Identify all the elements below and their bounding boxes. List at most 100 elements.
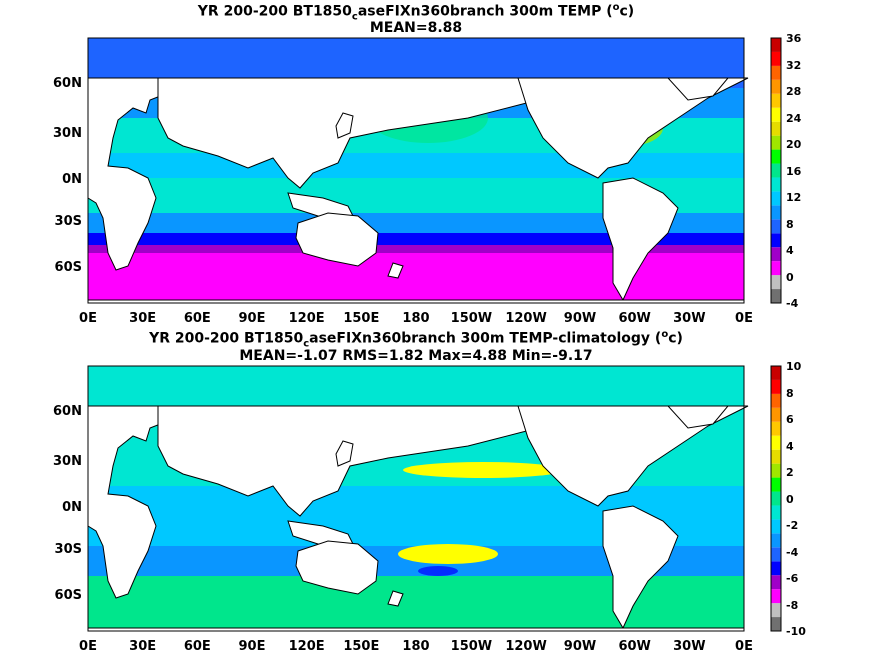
lon-label: 0E <box>735 639 753 654</box>
colorbar-swatch <box>771 366 781 380</box>
colorbar-swatch <box>771 107 781 122</box>
colorbar-swatch <box>771 135 781 150</box>
lon-label: 90W <box>563 311 597 326</box>
colorbar-swatch <box>771 589 781 604</box>
colorbar-swatch <box>771 65 781 80</box>
colorbar-swatch <box>771 379 781 394</box>
lon-label: 30E <box>129 311 157 326</box>
colorbar-label: -4 <box>786 297 799 310</box>
colorbar-swatch <box>771 561 781 576</box>
lon-label: 60W <box>618 311 651 326</box>
lat-label: 60N <box>53 404 82 419</box>
colorbar-swatch <box>771 547 781 562</box>
colorbar-swatch <box>771 289 781 303</box>
colorbar-swatch <box>771 205 781 220</box>
lon-label: 60E <box>183 311 211 326</box>
panel1-map <box>87 37 749 304</box>
lon-label: 30W <box>673 311 706 326</box>
lat-label: 60S <box>54 588 82 603</box>
colorbar-label: 20 <box>786 138 802 151</box>
lon-label: 120E <box>288 639 325 654</box>
lon-label: 120W <box>505 639 547 654</box>
colorbar-label: -8 <box>786 598 799 612</box>
colorbar-swatch <box>771 121 781 136</box>
lon-label: 0E <box>79 639 97 654</box>
colorbar-label: 36 <box>786 32 802 45</box>
colorbar-swatch <box>771 93 781 108</box>
colorbar-swatch <box>771 149 781 164</box>
colorbar-swatch <box>771 491 781 506</box>
colorbar-swatch <box>771 407 781 422</box>
colorbar-label: 28 <box>786 85 802 98</box>
colorbar-label: 8 <box>786 386 794 400</box>
lat-label: 30N <box>53 126 82 141</box>
colorbar-swatch <box>771 533 781 548</box>
colorbar-swatch <box>771 435 781 450</box>
lon-label: 60E <box>183 639 211 654</box>
lon-label: 150E <box>343 311 380 326</box>
colorbar-label: -6 <box>786 572 799 585</box>
lon-label: 0E <box>79 311 97 326</box>
colorbar-swatch <box>771 219 781 234</box>
colorbar-label: -2 <box>786 519 799 532</box>
colorbar-label: 0 <box>786 270 794 284</box>
colorbar-label: 16 <box>786 164 802 178</box>
panel1-title: YR 200-200 BT1850caseFIXn360branch 300m … <box>197 2 635 23</box>
lat-label: 0N <box>62 500 82 515</box>
lat-label: 60S <box>54 260 82 275</box>
colorbar-label: 0 <box>786 492 794 506</box>
panel1-stats: MEAN=8.88 <box>369 20 463 36</box>
colorbar-label: -10 <box>786 625 806 638</box>
lon-label: 90E <box>238 311 266 326</box>
colorbar-swatch <box>771 463 781 478</box>
lon-label: 60W <box>618 639 651 654</box>
lat-label: 60N <box>53 76 82 91</box>
lat-label: 0N <box>62 172 82 187</box>
colorbar-swatch <box>771 79 781 94</box>
lon-label: 30E <box>129 639 157 654</box>
lon-label: 180 <box>402 639 430 654</box>
colorbar-swatch <box>771 51 781 66</box>
lon-label: 180 <box>402 311 430 326</box>
colorbar-swatch <box>771 177 781 192</box>
panel2-title: YR 200-200 BT1850caseFIXn360branch 300m … <box>149 329 683 350</box>
colorbar-swatch <box>771 421 781 436</box>
colorbar-swatch <box>771 38 781 52</box>
lon-label: 150W <box>450 311 493 326</box>
colorbar-frame <box>770 37 782 304</box>
lon-label: 150W <box>450 639 493 654</box>
colorbar-label: 2 <box>786 466 794 479</box>
lat-label: 30N <box>53 454 82 469</box>
colorbar-label: 8 <box>786 217 794 231</box>
colorbar-swatch <box>771 275 781 290</box>
colorbar-swatch <box>771 449 781 464</box>
lon-label: 90W <box>563 639 597 654</box>
colorbar-swatch <box>771 477 781 492</box>
colorbar-swatch <box>771 505 781 520</box>
lat-label: 30S <box>54 214 82 229</box>
lat-label: 30S <box>54 542 82 557</box>
panel1-colorbar <box>770 37 782 304</box>
colorbar-swatch <box>771 261 781 276</box>
colorbar-swatch <box>771 393 781 408</box>
colorbar-label: -4 <box>786 545 799 559</box>
colorbar-label: 4 <box>786 439 794 453</box>
colorbar-swatch <box>771 617 781 631</box>
colorbar-label: 4 <box>786 244 794 257</box>
colorbar-swatch <box>771 575 781 590</box>
colorbar-swatch <box>771 519 781 534</box>
lon-label: 120E <box>288 311 325 326</box>
colorbar-frame <box>770 365 782 632</box>
colorbar-label: 10 <box>786 360 802 373</box>
panel2-map <box>87 365 749 632</box>
colorbar-swatch <box>771 163 781 178</box>
panel2-stats: MEAN=-1.07 RMS=1.82 Max=4.88 Min=-9.17 <box>239 348 593 364</box>
colorbar-swatch <box>771 603 781 618</box>
colorbar-swatch <box>771 191 781 206</box>
colorbar-swatch <box>771 233 781 248</box>
lon-label: 0E <box>735 311 753 326</box>
lon-label: 150E <box>343 639 380 654</box>
colorbar-label: 12 <box>786 191 802 204</box>
colorbar-label: 24 <box>786 111 802 125</box>
